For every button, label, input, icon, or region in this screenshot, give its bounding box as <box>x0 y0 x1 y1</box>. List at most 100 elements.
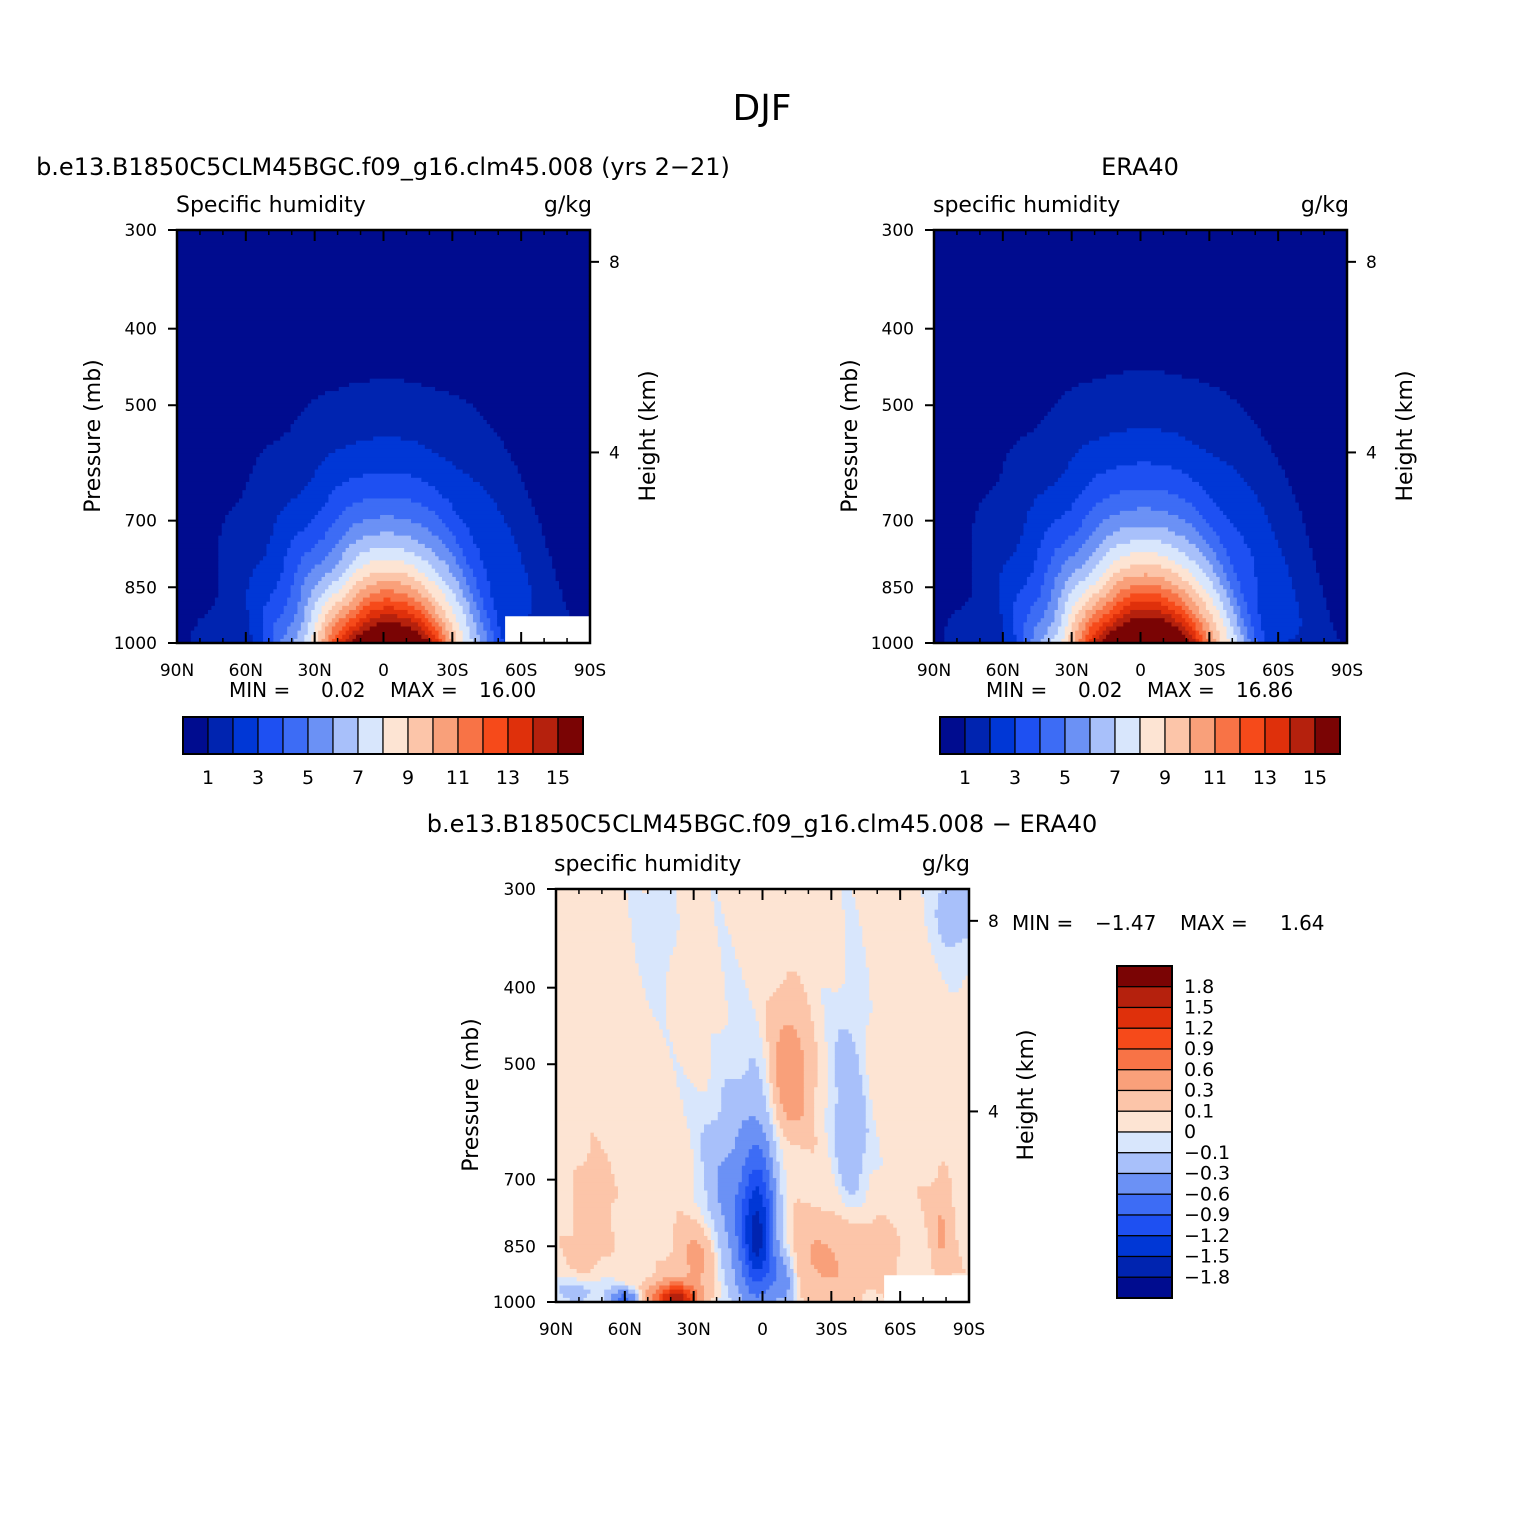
x-tick-label: 60N <box>986 661 1020 681</box>
contour-cell <box>772 1091 781 1097</box>
contour-cell <box>1257 609 1300 615</box>
contour-cell <box>776 1149 784 1154</box>
contour-cell <box>971 576 1000 582</box>
contour-cell <box>1278 543 1310 549</box>
contour-cell <box>556 1264 571 1270</box>
contour-cell <box>971 531 1025 537</box>
contour-cell <box>1319 581 1348 586</box>
contour-cell <box>759 1248 767 1254</box>
contour-cell <box>745 1227 753 1233</box>
contour-cell <box>845 1186 860 1192</box>
contour-cell <box>493 428 591 433</box>
contour-cell <box>442 539 457 545</box>
contour-cell <box>714 1227 726 1233</box>
contour-cell <box>790 1248 795 1254</box>
contour-cell <box>721 1103 767 1109</box>
contour-cell <box>1040 543 1062 549</box>
contour-cell <box>1123 622 1173 628</box>
contour-cell <box>373 436 402 442</box>
contour-cell <box>1229 597 1238 603</box>
contour-cell <box>748 1066 760 1072</box>
contour-cell <box>796 1260 812 1266</box>
contour-cell <box>710 1244 715 1249</box>
contour-cell <box>617 1186 695 1192</box>
contour-cell <box>556 1095 681 1101</box>
contour-cell <box>1185 634 1193 640</box>
contour-cell <box>690 1078 709 1084</box>
contour-cell <box>1106 374 1183 380</box>
contour-cell <box>1236 572 1255 578</box>
contour-cell <box>779 1091 805 1097</box>
colorbar-swatch <box>1039 716 1066 755</box>
contour-cell <box>783 1227 788 1233</box>
contour-cell <box>1071 506 1093 512</box>
contour-cell <box>659 1297 664 1303</box>
contour-cell <box>1061 514 1087 520</box>
contour-cell <box>631 926 681 931</box>
contour-cell <box>772 1235 777 1241</box>
contour-cell <box>1006 457 1073 462</box>
contour-cell <box>600 1256 667 1262</box>
contour-cell <box>600 1145 691 1150</box>
contour-cell <box>934 378 1093 384</box>
contour-cell <box>755 1062 767 1068</box>
contour-cell <box>762 1240 767 1245</box>
contour-cell <box>486 490 529 495</box>
contour-cell <box>1016 593 1042 599</box>
contour-cell <box>697 1293 705 1299</box>
contour-cell <box>242 490 302 495</box>
contour-cell <box>831 1157 839 1163</box>
contour-cell <box>793 1202 812 1208</box>
contour-cell <box>865 1103 874 1109</box>
contour-cell <box>999 572 1031 578</box>
contour-cell <box>1223 622 1231 628</box>
contour-cell <box>1195 543 1210 549</box>
contour-cell <box>1202 614 1214 619</box>
contour-cell <box>455 634 464 640</box>
contour-cell <box>1288 481 1348 487</box>
contour-cell <box>493 630 502 636</box>
contour-cell <box>218 585 250 590</box>
x-tick-label: 30N <box>676 1320 710 1340</box>
contour-cell <box>683 1289 691 1295</box>
contour-cell <box>755 1008 767 1014</box>
contour-cell <box>452 589 464 595</box>
contour-cell <box>207 609 250 615</box>
contour-cell <box>1185 601 1197 607</box>
contour-cell <box>455 535 474 541</box>
x-tick-label: 0 <box>378 661 389 681</box>
contour-cell <box>800 1289 867 1295</box>
contour-cell <box>1223 564 1235 570</box>
contour-cell <box>721 1087 764 1092</box>
contour-cell <box>779 1120 815 1126</box>
contour-cell <box>1233 568 1255 574</box>
contour-cell <box>934 585 973 590</box>
contour-cell <box>686 1252 705 1258</box>
contour-cell <box>697 1289 705 1295</box>
contour-cell <box>541 531 591 537</box>
contour-cell <box>786 971 798 977</box>
contour-cell <box>556 1256 567 1262</box>
contour-cell <box>1075 601 1087 607</box>
contour-cell <box>934 519 976 524</box>
contour-cell <box>1216 552 1228 557</box>
contour-cell <box>944 1227 956 1233</box>
contour-cell <box>700 1277 715 1282</box>
contour-cell <box>800 1041 819 1047</box>
contour-cell <box>177 246 591 252</box>
contour-cell <box>728 1240 740 1245</box>
contour-cell <box>556 955 636 960</box>
contour-cell <box>673 1223 702 1229</box>
contour-cell <box>1078 609 1087 615</box>
contour-cell <box>858 1182 870 1187</box>
contour-cell <box>938 1223 946 1229</box>
contour-cell <box>765 1248 770 1254</box>
contour-cell <box>1123 605 1169 611</box>
contour-cell <box>869 992 970 997</box>
contour-cell <box>218 539 271 545</box>
contour-cell <box>814 1116 826 1121</box>
contour-cell <box>428 638 433 644</box>
contour-cell <box>765 1021 815 1026</box>
contour-cell <box>769 1145 777 1150</box>
contour-cell <box>486 572 529 578</box>
